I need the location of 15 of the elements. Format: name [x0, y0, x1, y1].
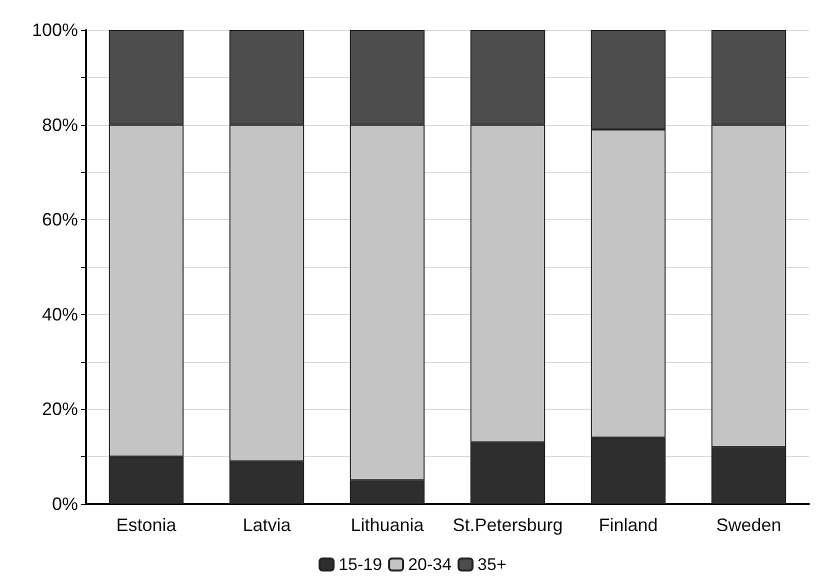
x-tick-label: Finland [598, 515, 658, 535]
y-tick-label: 100% [32, 20, 78, 40]
x-tick-label: Lithuania [350, 515, 425, 535]
legend-label: 35+ [478, 555, 506, 574]
x-tick-label: Estonia [116, 515, 178, 535]
legend-label: 20-34 [408, 555, 452, 574]
y-tick-label: 80% [42, 114, 78, 135]
legend-label: 15-19 [338, 555, 382, 574]
y-tick-label: 20% [42, 399, 78, 420]
x-tick-label: St.Petersburg [452, 515, 563, 535]
y-tick-label: 60% [42, 210, 78, 230]
y-tick-label: 40% [42, 304, 78, 324]
y-tick-label: 0% [52, 494, 78, 514]
x-tick-label: Sweden [716, 515, 782, 535]
x-tick-label: Latvia [242, 515, 292, 535]
